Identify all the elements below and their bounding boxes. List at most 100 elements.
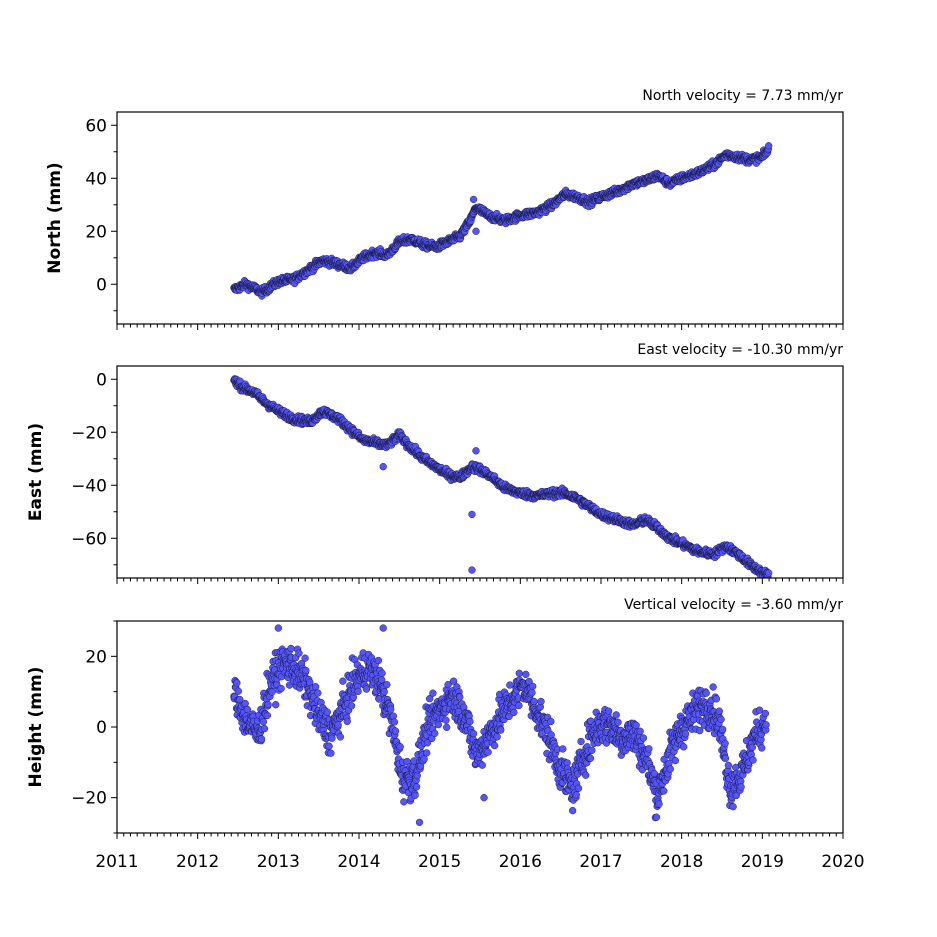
data-point: [712, 695, 721, 703]
data-point: [354, 687, 362, 695]
data-point: [257, 735, 266, 743]
data-point: [680, 743, 688, 751]
y-tick-label: −60: [71, 529, 107, 549]
y-tick-label: 0: [96, 370, 107, 390]
y-tick-label: 40: [85, 169, 107, 189]
data-point: [614, 718, 622, 726]
data-point: [490, 741, 499, 750]
data-point: [391, 727, 400, 735]
data-point: [260, 725, 269, 733]
y-tick-label: −20: [71, 789, 107, 809]
data-point: [347, 702, 356, 710]
data-point: [325, 742, 333, 750]
data-point: [277, 684, 285, 693]
data-point: [724, 761, 733, 769]
data-point: [301, 654, 309, 662]
data-point: [547, 717, 555, 726]
x-tick-label: 2019: [741, 852, 784, 872]
data-point: [765, 142, 773, 150]
data-point: [442, 716, 450, 724]
data-point: [702, 689, 710, 697]
data-point: [645, 745, 653, 753]
data-point: [612, 711, 620, 719]
data-point: [444, 680, 452, 689]
y-axis-title: North (mm): [45, 162, 65, 273]
outlier-point: [480, 794, 488, 802]
outlier-point: [379, 463, 387, 471]
data-point: [390, 718, 399, 726]
data-point: [577, 737, 585, 746]
data-point: [295, 649, 303, 657]
north-panel: 0 20 40 60 North (mm) North velocity = 7.73 m…: [45, 88, 844, 330]
data-point: [522, 670, 530, 679]
y-tick-label: 20: [85, 222, 107, 242]
data-point: [287, 644, 295, 653]
data-point: [574, 784, 583, 792]
data-point: [478, 761, 486, 769]
data-point: [632, 721, 640, 729]
data-point: [420, 755, 428, 763]
data-point: [529, 682, 537, 690]
data-point: [636, 727, 644, 735]
x-tick-label: 2012: [176, 852, 219, 872]
data-point: [493, 733, 501, 741]
data-point: [655, 800, 663, 808]
data-point: [696, 727, 704, 735]
data-point: [466, 717, 474, 726]
data-point: [434, 721, 442, 729]
data-point: [431, 729, 439, 738]
data-point: [718, 725, 727, 733]
height-panel: 20 0 −20 2011 2012 2013 2014 2015 2016 2017 2018 20…: [26, 597, 865, 872]
plot-frame: [116, 111, 844, 325]
data-point: [506, 681, 514, 689]
data-point: [761, 709, 770, 718]
y-axis-title: Height (mm): [26, 667, 46, 788]
data-point: [378, 669, 386, 677]
data-point: [762, 721, 770, 729]
y-tick-label: −40: [71, 476, 107, 496]
data-point: [650, 769, 658, 778]
data-point: [666, 765, 674, 773]
data-point: [709, 683, 717, 691]
data-point: [389, 712, 397, 720]
panel-title: North velocity = 7.73 mm/yr: [642, 88, 843, 104]
data-points: [230, 624, 770, 827]
data-point: [671, 756, 680, 765]
data-point: [400, 798, 408, 806]
y-tick-label: −20: [71, 423, 107, 443]
data-point: [443, 723, 451, 731]
data-points: [230, 375, 773, 578]
y-tick-label: 0: [96, 275, 107, 295]
data-point: [569, 807, 577, 815]
x-tick-label: 2014: [337, 852, 380, 872]
data-point: [423, 749, 431, 757]
y-tick-label: 20: [85, 647, 107, 667]
data-point: [243, 705, 252, 714]
data-point: [272, 701, 280, 709]
east-panel: 0 −20 −40 −60 East (mm) East velocity = -10.3…: [26, 342, 844, 584]
data-point: [234, 687, 242, 695]
data-point: [765, 569, 773, 577]
data-point: [263, 711, 272, 720]
data-point: [764, 575, 772, 578]
data-point: [314, 689, 322, 697]
data-point: [328, 734, 336, 742]
data-point: [306, 678, 314, 686]
data-point: [528, 689, 536, 697]
data-point: [362, 685, 371, 693]
data-point: [412, 783, 421, 791]
data-point: [721, 754, 730, 762]
data-point: [515, 669, 523, 677]
data-point: [572, 791, 580, 799]
data-point: [660, 787, 668, 795]
data-point: [748, 743, 756, 752]
data-point: [588, 746, 596, 754]
data-point: [396, 743, 404, 751]
data-point: [429, 689, 437, 697]
data-points: [230, 142, 773, 300]
data-point: [758, 744, 766, 752]
data-point: [582, 771, 590, 779]
data-point: [737, 783, 745, 791]
data-point: [721, 739, 729, 748]
